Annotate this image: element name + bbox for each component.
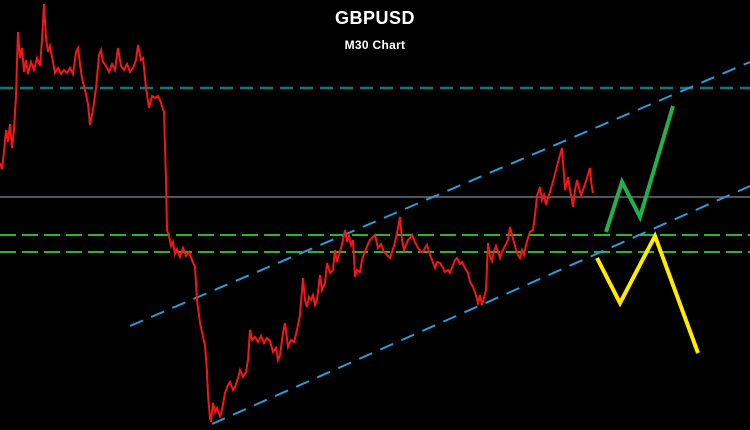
- price-line: [0, 3, 594, 423]
- channel-lower-line: [211, 185, 750, 425]
- bullish-scenario-zigzag: [604, 105, 675, 233]
- bearish-scenario-zigzag: [595, 231, 700, 354]
- channel-upper-line: [129, 61, 750, 327]
